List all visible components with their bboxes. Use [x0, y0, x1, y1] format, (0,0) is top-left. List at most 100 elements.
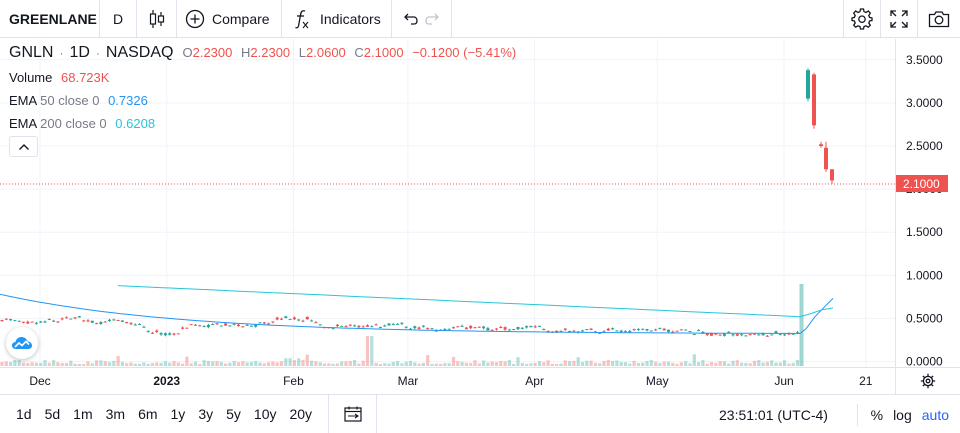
- candle-body: [194, 324, 197, 326]
- candle-body: [581, 330, 584, 332]
- legend-ema200[interactable]: EMA 200 close 0 0.6208: [9, 116, 156, 131]
- range-button-3y[interactable]: 3y: [198, 406, 214, 422]
- candle-body: [4, 318, 8, 320]
- legend-title[interactable]: GNLN · 1D · NASDAQ O2.2300 H2.2300 L2.06…: [9, 44, 521, 62]
- candle-body: [228, 325, 232, 327]
- price-chart[interactable]: 3.50003.00002.50002.00001.50001.00000.50…: [0, 39, 960, 394]
- volume-bar: [688, 363, 692, 366]
- volume-bar: [770, 360, 774, 366]
- volume-bar: [735, 360, 739, 366]
- redo-icon[interactable]: [424, 12, 442, 26]
- range-button-3m[interactable]: 3m: [105, 406, 126, 422]
- volume-bar: [232, 361, 236, 366]
- volume-bar: [632, 360, 636, 366]
- range-button-20y[interactable]: 20y: [289, 406, 313, 422]
- candle-body: [267, 323, 271, 325]
- candle-body: [495, 328, 498, 330]
- volume-bar: [185, 356, 189, 366]
- price-tick-label: 1.0000: [906, 268, 943, 282]
- range-button-5d[interactable]: 5d: [44, 406, 61, 422]
- volume-bar: [709, 362, 714, 366]
- volume-bar: [26, 363, 30, 366]
- chart-type-button[interactable]: [137, 0, 177, 38]
- price-scale-separator: [895, 39, 896, 394]
- volume-bar: [56, 362, 60, 366]
- auto-scale-toggle[interactable]: auto: [921, 406, 949, 423]
- legend-exchange: NASDAQ: [105, 44, 174, 61]
- volume-bar: [318, 362, 322, 366]
- candle-body: [507, 329, 511, 331]
- candle-body: [778, 334, 782, 336]
- volume-bar: [357, 363, 361, 366]
- volume-bar: [64, 363, 69, 366]
- legend-volume[interactable]: Volume 68.723K: [9, 70, 110, 85]
- tradingview-logo-button[interactable]: [6, 327, 38, 359]
- historical-candles: [0, 316, 799, 337]
- volume-bar: [348, 361, 352, 366]
- candle-body: [765, 335, 769, 337]
- symbol-search[interactable]: GREENLANE: [0, 0, 100, 38]
- volume-bar: [387, 363, 391, 366]
- candle-body: [806, 70, 810, 99]
- screenshot-button[interactable]: [917, 0, 960, 38]
- volume-bar: [477, 363, 481, 366]
- time-axis[interactable]: Dec 2023 Feb Mar Apr May Jun 21: [0, 367, 895, 394]
- volume-bar: [654, 361, 658, 366]
- candle-body: [658, 327, 662, 329]
- candle-body: [563, 328, 567, 330]
- candle-body: [667, 329, 670, 332]
- range-button-1m[interactable]: 1m: [73, 406, 93, 422]
- price-tick-label: 3.0000: [906, 96, 943, 110]
- candle-body: [490, 329, 494, 331]
- volume-bar: [254, 360, 258, 366]
- candle-body: [378, 326, 382, 328]
- volume-bar: [155, 362, 159, 366]
- go-to-date-button[interactable]: [328, 394, 378, 433]
- time-axis-label: 21: [859, 374, 873, 388]
- candle-body: [73, 317, 77, 319]
- undo-icon[interactable]: [401, 12, 419, 26]
- range-button-1y[interactable]: 1y: [170, 406, 186, 422]
- indicators-button[interactable]: Indicators: [282, 0, 392, 38]
- volume-bar: [778, 362, 782, 366]
- interval-button[interactable]: D: [100, 0, 137, 38]
- volume-bar: [107, 362, 112, 366]
- percent-scale-toggle[interactable]: %: [870, 406, 884, 423]
- candle-body: [284, 316, 288, 319]
- volume-series: [0, 284, 804, 366]
- legend-collapse-button[interactable]: [9, 136, 38, 157]
- range-button-6m[interactable]: 6m: [138, 406, 158, 422]
- legend-ema50[interactable]: EMA 50 close 0 0.7326: [9, 93, 148, 108]
- candle-body: [9, 319, 13, 321]
- compare-button[interactable]: Compare: [177, 0, 282, 38]
- fullscreen-button[interactable]: [880, 0, 917, 38]
- range-button-5y[interactable]: 5y: [226, 406, 241, 422]
- candle-body: [615, 330, 619, 332]
- volume-bar: [486, 362, 490, 366]
- settings-button[interactable]: [843, 0, 880, 38]
- chart-grid: [0, 39, 895, 367]
- range-button-1d[interactable]: 1d: [16, 406, 32, 422]
- candle-body: [469, 325, 473, 329]
- volume-bar: [740, 362, 744, 366]
- candle-body: [688, 331, 692, 333]
- range-button-10y[interactable]: 10y: [253, 406, 277, 422]
- candle-body: [671, 331, 675, 333]
- candle-body: [288, 318, 292, 320]
- volume-bar: [279, 361, 284, 366]
- candle-body: [722, 333, 726, 336]
- volume-bar: [322, 363, 327, 366]
- log-scale-toggle[interactable]: log: [893, 406, 912, 423]
- timezone-clock[interactable]: 23:51:01 (UTC-4): [719, 406, 828, 423]
- legend-interval: 1D: [69, 44, 90, 61]
- ema50-value: 0.7326: [108, 93, 148, 108]
- date-range-list: 1d 5d 1m 3m 6m 1y 3y 5y 10y 20y: [0, 406, 318, 422]
- volume-bar: [791, 362, 795, 366]
- volume-bar: [649, 360, 653, 366]
- candle-body: [710, 333, 713, 336]
- volume-bar: [550, 363, 554, 366]
- candle-body: [39, 321, 43, 323]
- volume-bar: [456, 361, 460, 366]
- candle-body: [585, 329, 589, 331]
- axis-settings-button[interactable]: [896, 367, 960, 394]
